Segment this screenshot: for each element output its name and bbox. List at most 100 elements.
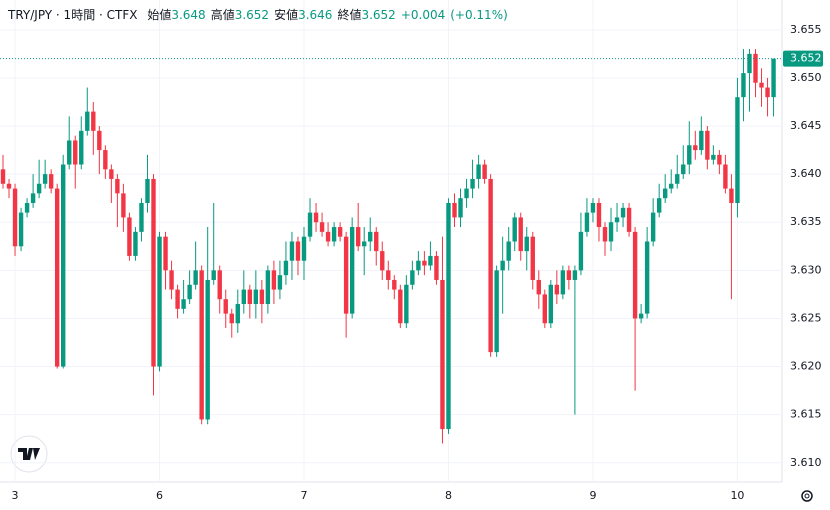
- candle-body: [638, 313, 644, 319]
- candle-body: [482, 164, 487, 179]
- candle-body: [717, 154, 722, 165]
- candle-body: [705, 130, 710, 160]
- x-tick-label: 6: [156, 489, 163, 502]
- candle-body: [307, 212, 313, 237]
- candle-body: [368, 231, 373, 242]
- candle-body: [608, 222, 614, 242]
- candle-body: [620, 207, 626, 218]
- candle-body: [319, 222, 325, 232]
- x-tick-label: 9: [589, 489, 596, 502]
- candle-body: [464, 188, 469, 199]
- candle-body: [711, 154, 716, 160]
- ohlc-value: 3.646: [298, 8, 333, 22]
- candle-body: [54, 188, 60, 367]
- candle-body: [398, 289, 403, 324]
- y-tick-label: 3.645: [790, 119, 822, 132]
- candle-body: [48, 174, 54, 189]
- candle-body: [500, 260, 505, 271]
- candle-body: [693, 145, 698, 151]
- candle-body: [30, 193, 36, 203]
- candle-body: [18, 212, 24, 247]
- candle-body: [723, 164, 728, 189]
- candle-body: [644, 241, 650, 314]
- candle-body: [91, 111, 96, 131]
- candle-body: [313, 212, 319, 223]
- settings-icon[interactable]: [801, 490, 813, 502]
- y-tick-label: 3.615: [790, 408, 822, 421]
- candle-body: [687, 145, 692, 165]
- candle-body: [121, 193, 126, 218]
- last-price-label: 3.652: [790, 52, 822, 65]
- candle-body: [187, 284, 192, 300]
- candle-body: [295, 241, 301, 261]
- candle-body: [271, 270, 277, 290]
- candle-body: [157, 236, 162, 367]
- candle-body: [656, 198, 662, 213]
- candle-body: [205, 279, 210, 420]
- candle-body: [127, 217, 132, 256]
- candle-body: [404, 284, 409, 324]
- candle-body: [380, 251, 385, 271]
- candle-body: [259, 289, 265, 305]
- candle-body: [24, 202, 30, 213]
- candle-body: [536, 279, 541, 295]
- candle-body: [392, 279, 397, 290]
- x-tick-label: 8: [445, 489, 452, 502]
- candle-body: [61, 164, 66, 367]
- candle-body: [73, 140, 78, 165]
- candle-body: [193, 270, 198, 285]
- candle-body: [669, 183, 674, 189]
- candle-body: [289, 241, 295, 261]
- candle-body: [596, 202, 602, 228]
- y-tick-label: 3.650: [790, 71, 822, 84]
- candle-body: [301, 236, 307, 261]
- y-tick-label: 3.655: [790, 23, 822, 36]
- candle-body: [548, 284, 554, 324]
- x-tick-label: 10: [730, 489, 744, 502]
- candle-body: [85, 111, 90, 131]
- y-tick-label: 3.630: [790, 263, 822, 276]
- candle-body: [229, 313, 234, 324]
- y-tick-label: 3.625: [790, 311, 822, 324]
- candle-body: [572, 270, 578, 280]
- candle-body: [0, 169, 6, 184]
- candle-body: [753, 53, 758, 83]
- candle-body: [265, 270, 271, 305]
- y-tick-label: 3.610: [790, 456, 822, 469]
- candle-body: [422, 260, 427, 266]
- candle-body: [578, 231, 584, 271]
- ohlc-label: 始値: [147, 8, 172, 22]
- candles: [0, 49, 776, 444]
- candle-body: [151, 178, 156, 367]
- candle-body: [488, 178, 493, 353]
- candle-body: [163, 236, 168, 271]
- candle-body: [765, 87, 770, 98]
- candle-body: [343, 236, 349, 314]
- candle-body: [566, 270, 572, 280]
- candle-body: [675, 174, 680, 184]
- candle-body: [97, 130, 102, 151]
- candle-body: [211, 270, 216, 280]
- candle-body: [560, 270, 566, 295]
- candle-body: [349, 227, 355, 314]
- candle-body: [747, 53, 752, 74]
- candle-body: [331, 227, 337, 242]
- ohlc-value: 3.652: [361, 8, 396, 22]
- y-tick-label: 3.635: [790, 215, 822, 228]
- y-tick-label: 3.620: [790, 360, 822, 373]
- candle-body: [590, 202, 596, 213]
- candle-body: [452, 202, 457, 218]
- candle-body: [729, 188, 734, 203]
- candle-body: [494, 270, 499, 353]
- change: +0.004: [400, 8, 446, 22]
- ohlc-value: 3.648: [171, 8, 206, 22]
- candle-body: [253, 289, 259, 305]
- tv-logo: [10, 435, 48, 473]
- candle-body: [325, 231, 331, 242]
- candle-body: [626, 207, 632, 232]
- symbol-title: TRY/JPY · 1時間 · CTFX: [8, 8, 138, 22]
- ohlc-value: 3.652: [234, 8, 270, 22]
- legend-header: TRY/JPY · 1時間 · CTFX 始値3.648 高値3.652 安値3.6…: [8, 6, 513, 23]
